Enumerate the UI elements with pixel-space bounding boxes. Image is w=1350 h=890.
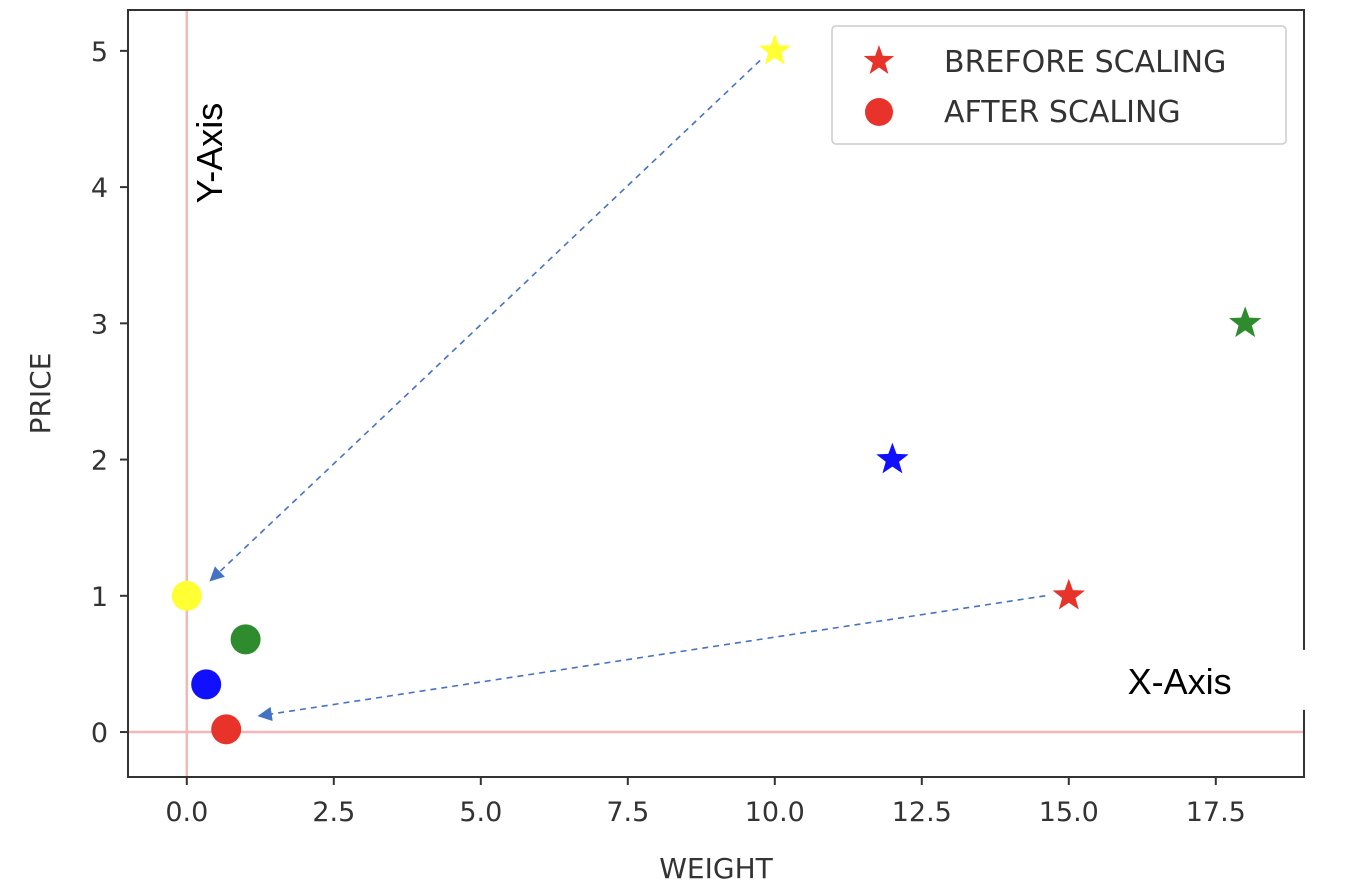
x-axis-ticks: 0.0 2.5 5.0 7.5 10.0 12.5 15.0 17.5 [165,777,1246,828]
y-axis-annotation: Y-Axis [189,103,230,204]
x-tick-label: 0.0 [165,797,208,828]
star-point [758,33,791,65]
x-tick-label: 17.5 [1186,797,1246,828]
circle-point [191,669,222,700]
x-tick-label: 12.5 [892,797,952,828]
legend-label-before-scaling: BREFORE SCALING [944,45,1226,80]
star-point [1052,578,1085,610]
star-point [876,442,909,474]
y-tick-label: 1 [91,582,108,613]
circle-point [230,624,261,655]
x-tick-label: 2.5 [312,797,355,828]
x-tick-label: 5.0 [459,797,502,828]
x-axis-label: WEIGHT [659,852,773,885]
plot-frame [127,9,1305,778]
y-tick-label: 4 [91,173,108,204]
circle-point [211,714,242,745]
legend-box [831,25,1287,145]
reference-lines [128,10,1304,777]
dashed-arrow [257,595,1046,722]
x-tick-label: 15.0 [1039,797,1099,828]
dashed-arrow [209,59,761,582]
y-tick-label: 5 [91,37,108,68]
y-axis-ticks: 0 1 2 3 4 5 [91,37,128,749]
legend-label-after-scaling: AFTER SCALING [944,95,1181,130]
x-tick-label: 10.0 [745,797,805,828]
annotation-arrows [209,59,1046,722]
y-tick-label: 0 [91,718,108,749]
legend: BREFORE SCALING AFTER SCALING [831,25,1287,145]
y-axis-label: PRICE [24,353,57,435]
y-tick-label: 2 [91,446,108,477]
legend-star-shape [863,45,895,74]
x-tick-label: 7.5 [606,797,649,828]
legend-circle-shape [865,98,893,126]
star-point [1229,306,1262,338]
x-axis-annotation-background [1092,649,1333,710]
legend-star-marker [863,45,895,74]
data-points [171,33,1262,745]
circle-point [171,580,202,611]
y-tick-label: 3 [91,309,108,340]
x-axis-annotation: X-Axis [1128,661,1232,702]
legend-circle-marker [865,98,893,126]
